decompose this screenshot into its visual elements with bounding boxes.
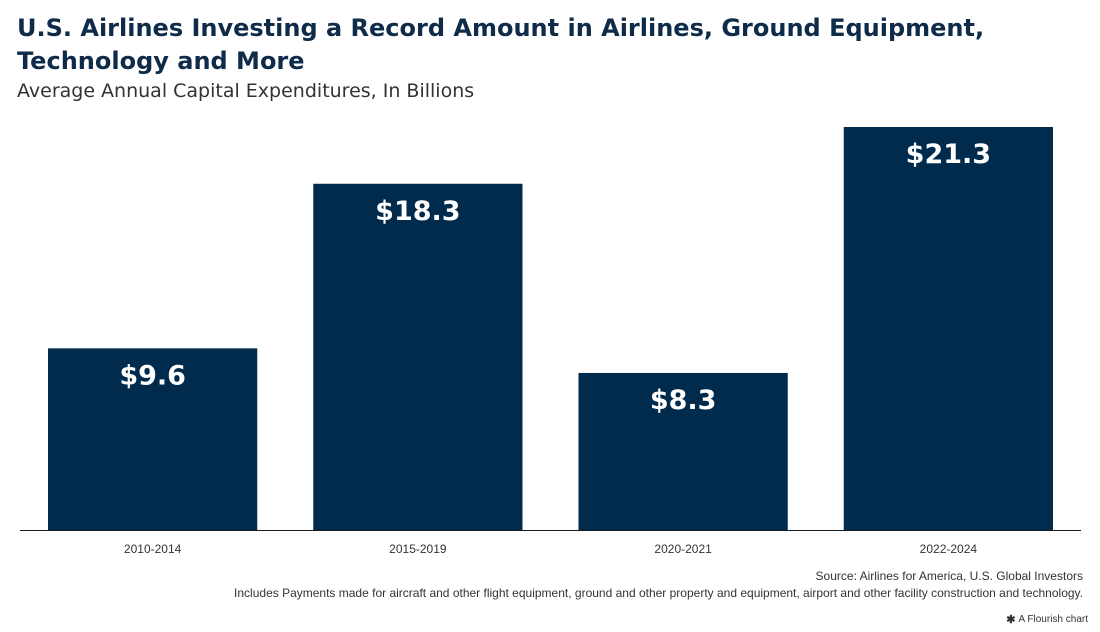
bar-value-label: $9.6 — [119, 360, 186, 391]
bar-chart: $9.6 2010-2014 $18.3 2015-2019 $8.3 2020-2021… — [20, 127, 1081, 556]
flourish-credit-label: A Flourish chart — [1018, 614, 1088, 625]
x-tick-label: 2022-2024 — [920, 542, 978, 556]
chart-title: U.S. Airlines Investing a Record Amount … — [17, 14, 985, 75]
flourish-credit-link[interactable]: ✱ A Flourish chart — [1006, 613, 1088, 627]
x-tick-label: 2015-2019 — [389, 542, 447, 556]
bar-2020-2021[interactable] — [578, 372, 788, 530]
footnote: Includes Payments made for aircraft and … — [234, 586, 1083, 600]
bar-2010-2014[interactable] — [48, 348, 258, 530]
x-tick-label: 2010-2014 — [124, 542, 182, 556]
chart-subtitle: Average Annual Capital Expenditures, In … — [17, 80, 475, 102]
flourish-star-icon: ✱ — [1006, 614, 1016, 626]
bar-value-label: $8.3 — [650, 385, 717, 416]
source-note: Source: Airlines for America, U.S. Globa… — [815, 569, 1083, 583]
bar-value-label: $21.3 — [906, 139, 991, 170]
bar-value-label: $18.3 — [375, 196, 460, 227]
x-tick-label: 2020-2021 — [654, 542, 712, 556]
bar-2022-2024[interactable] — [843, 127, 1053, 530]
bar-2015-2019[interactable] — [313, 183, 523, 530]
